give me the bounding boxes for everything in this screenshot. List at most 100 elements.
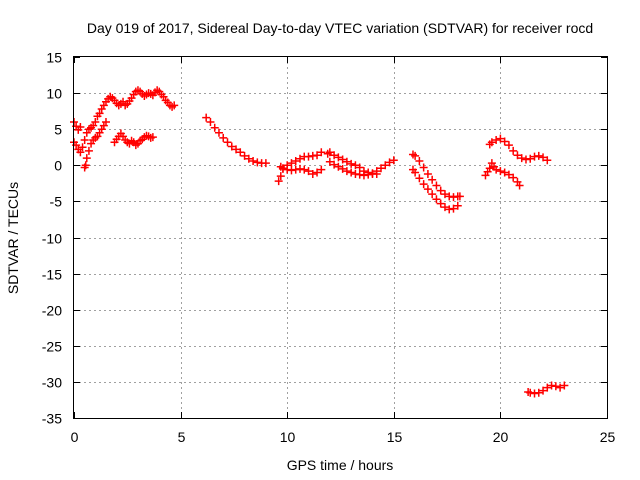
series-arc-14 (481, 159, 524, 190)
y-tick-label: 10 (46, 86, 62, 102)
data-point (440, 203, 449, 212)
y-tick-label: -30 (42, 375, 62, 391)
series-arc-13 (485, 134, 552, 165)
data-point (91, 117, 100, 126)
series-arc-4 (82, 86, 179, 137)
data-point (287, 159, 296, 168)
data-point (381, 161, 390, 170)
data-point (509, 173, 518, 182)
y-tick-label: -20 (42, 303, 62, 319)
x-tick-label: 0 (71, 429, 79, 445)
x-tick-label: 5 (178, 429, 186, 445)
data-point (496, 167, 505, 176)
y-tick-label: -25 (42, 339, 62, 355)
data-point (556, 383, 565, 392)
data-point (355, 163, 364, 172)
data-point (351, 161, 360, 170)
data-point (206, 117, 215, 126)
data-point (261, 159, 270, 168)
y-tick-label: -35 (42, 411, 62, 427)
data-point (377, 164, 386, 173)
data-point (291, 156, 300, 165)
data-point (428, 190, 437, 199)
y-tick-label: -5 (50, 194, 63, 210)
y-tick-label: -10 (42, 231, 62, 247)
data-point (415, 156, 424, 165)
data-point (334, 153, 343, 162)
data-point (496, 134, 505, 143)
data-point (148, 133, 157, 142)
y-tick-label: 5 (54, 122, 62, 138)
data-point (449, 204, 458, 213)
x-tick-label: 10 (280, 429, 296, 445)
data-point (338, 164, 347, 173)
data-point (534, 151, 543, 160)
data-point (274, 177, 283, 186)
series-arc-10 (325, 157, 381, 180)
data-point (295, 154, 304, 163)
data-point (223, 138, 232, 147)
data-point (308, 169, 317, 178)
data-point (455, 192, 464, 201)
y-axis-label: SDTVAR / TECUs (5, 182, 21, 294)
grid-lines (74, 57, 607, 418)
data-point (560, 381, 569, 390)
data-point (317, 148, 326, 157)
data-point (214, 128, 223, 137)
data-point (428, 175, 437, 184)
data-point (500, 137, 509, 146)
data-point (232, 145, 241, 154)
data-point (334, 162, 343, 171)
x-tick-label: 15 (387, 429, 403, 445)
data-point (347, 168, 356, 177)
data-point (80, 136, 89, 145)
y-tick-label: -15 (42, 267, 62, 283)
data-point (170, 101, 179, 110)
chart-title: Day 019 of 2017, Sidereal Day-to-day VTE… (87, 20, 593, 36)
series-arc-8 (276, 162, 326, 178)
data-point (539, 386, 548, 395)
series-arc-1 (70, 136, 89, 157)
data-point (504, 141, 513, 150)
data-point (500, 168, 509, 177)
data-point (304, 167, 313, 176)
data-point (419, 180, 428, 189)
x-tick-label: 25 (600, 429, 616, 445)
x-tick-label: 20 (493, 429, 509, 445)
data-point (300, 165, 309, 174)
series-arc-15 (524, 381, 569, 398)
data-point (276, 172, 285, 181)
data-point (236, 148, 245, 157)
data-points (70, 86, 569, 398)
data-point (423, 169, 432, 178)
data-point (81, 161, 90, 170)
data-point (423, 185, 432, 194)
data-point (330, 151, 339, 160)
data-point (227, 142, 236, 151)
data-point (534, 388, 543, 397)
y-tick-label: 15 (46, 50, 62, 66)
data-point (440, 190, 449, 199)
series-arc-11 (408, 150, 464, 202)
data-point (278, 164, 287, 173)
data-point (415, 174, 424, 183)
plot-frame (73, 56, 608, 419)
series-arc-2 (70, 117, 85, 134)
data-point (219, 133, 228, 142)
data-point (338, 155, 347, 164)
data-point (84, 146, 93, 155)
y-tick-label: 0 (54, 158, 62, 174)
data-point (509, 146, 518, 155)
data-point (249, 156, 258, 165)
data-point (419, 163, 428, 172)
series-arc-12 (408, 165, 462, 214)
data-point (325, 157, 334, 166)
data-point (325, 148, 334, 157)
data-point (78, 143, 87, 152)
data-point (313, 151, 322, 160)
data-point (411, 151, 420, 160)
data-point (101, 117, 110, 126)
data-point (515, 181, 524, 190)
axis-ticks: 0 5 10 15 20 25 -35 -30 -25 -20 -15 -10 -5 0 5 10 15 (42, 50, 616, 446)
